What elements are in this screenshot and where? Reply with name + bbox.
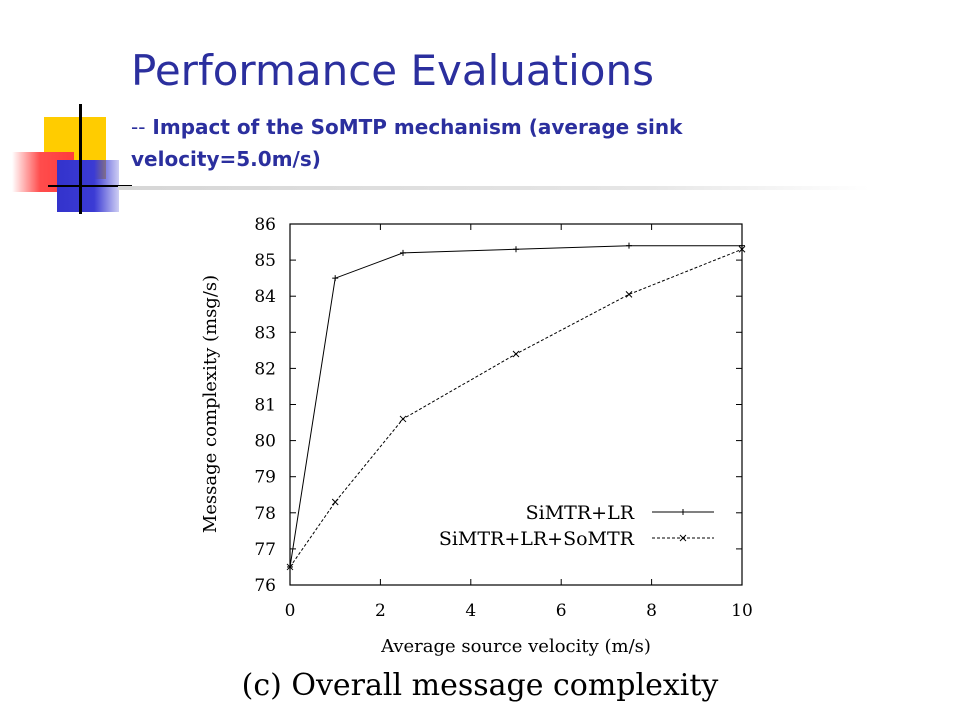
series-group [286,242,746,571]
legend-label-2: SiMTR+LR+SoMTR [439,528,635,550]
data-point-series-2 [738,245,746,253]
data-point-series-2 [286,563,294,571]
subtitle-text: Impact of the SoMTP mechanism (average s… [131,115,683,171]
data-point-series-1 [400,249,406,256]
x-tick-label: 0 [285,601,296,621]
figure-caption: (c) Overall message complexity [241,668,719,703]
y-tick-label: 85 [254,251,276,271]
y-tick-label: 79 [254,468,276,488]
x-axis: 0 2 4 6 8 10 [285,224,753,621]
y-tick-label: 82 [254,359,276,379]
data-point-series-2 [399,415,407,423]
y-axis: 76 77 78 79 80 81 82 83 84 85 86 [254,215,742,596]
legend-marker-2 [679,534,687,542]
y-tick-label: 86 [254,215,276,235]
data-point-series-1 [739,242,745,249]
decorative-horizontal-line [48,185,132,187]
slide-title: Performance Evaluations [131,46,654,95]
x-tick-label: 2 [375,601,386,621]
data-point-series-2 [625,291,633,298]
y-tick-label: 78 [254,504,276,524]
series-line-1 [289,245,742,568]
data-point-series-2 [331,498,339,506]
subtitle-prefix: -- [131,115,146,139]
slide-subtitle: -- Impact of the SoMTP mechanism (averag… [131,111,851,175]
series-line-2 [289,248,743,568]
x-axis-label: Average source velocity (m/s) [380,636,651,657]
title-underline-rule [118,186,870,190]
legend-marker-1 [680,509,686,515]
data-point-series-1 [626,242,632,249]
y-tick-label: 76 [254,576,276,596]
data-point-series-2 [512,350,520,358]
y-tick-label: 83 [254,323,276,343]
y-tick-label: 81 [254,396,276,416]
data-point-series-1 [513,246,519,253]
legend-label-1: SiMTR+LR [526,502,635,524]
x-tick-label: 4 [465,601,476,621]
x-tick-label: 6 [556,601,567,621]
x-tick-label: 10 [731,601,753,621]
decorative-vertical-line [79,104,82,214]
x-tick-label: 8 [646,601,657,621]
legend: SiMTR+LR SiMTR+LR+SoMTR [439,502,714,550]
y-tick-label: 80 [254,432,276,452]
y-tick-label: 84 [254,287,276,307]
data-point-series-1 [332,275,339,282]
y-axis-label: Message complexity (msg/s) [200,275,221,533]
y-tick-label: 77 [254,540,276,560]
